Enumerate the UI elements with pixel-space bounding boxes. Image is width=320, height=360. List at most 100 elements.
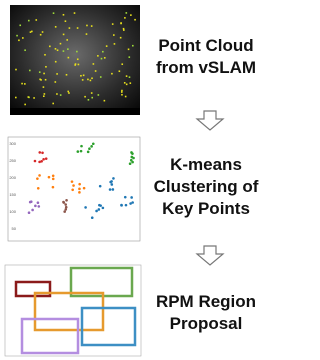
cluster-point [125,204,128,207]
key-point [19,25,21,27]
key-point [33,97,35,99]
key-point [53,12,55,14]
key-point [55,61,57,63]
key-point [100,76,102,78]
key-point [121,91,123,93]
key-point [90,80,92,82]
cluster-point [78,191,81,194]
cluster-point [92,142,95,145]
cluster-point [34,205,37,208]
key-point [56,73,58,75]
key-point [113,34,115,36]
key-point [91,77,93,79]
key-point [66,39,68,41]
key-point [55,48,57,50]
key-point [55,81,57,83]
key-point [29,70,31,72]
key-point [56,93,58,95]
key-point [63,34,65,36]
cluster-point [63,201,66,204]
key-point [121,94,123,96]
key-point [63,50,65,52]
key-point [40,34,42,36]
cluster-point [65,206,68,209]
cluster-point [130,196,133,199]
cluster-point [28,211,31,214]
key-point [67,48,69,50]
cluster-point [131,156,134,159]
key-point [126,12,128,14]
key-point [44,54,46,56]
step-labels: Point Cloudfrom vSLAMK-meansClustering o… [154,36,259,333]
key-point [84,96,86,98]
cluster-point [34,160,37,163]
cluster-point [41,151,44,154]
key-point [128,48,130,50]
cluster-point [30,200,33,203]
key-point [57,49,59,51]
key-point [102,51,104,53]
key-point [74,12,76,14]
key-point [49,46,51,48]
cluster-point [36,177,39,180]
key-point [43,95,45,97]
cluster-point [109,188,112,191]
key-point [60,43,62,45]
cluster-point [71,180,74,183]
key-point [68,92,70,94]
key-point [30,31,32,33]
cluster-point [90,145,93,148]
cluster-point [87,151,90,154]
cluster-point [31,209,34,212]
key-point [24,49,26,51]
step-label: Key Points [162,199,250,218]
cluster-point [129,162,132,165]
cluster-point [112,188,115,191]
cluster-point [83,187,86,190]
key-point [74,64,76,66]
key-point [55,26,57,28]
key-point [28,20,30,22]
scatter-frame [8,137,140,241]
cluster-point [131,161,134,164]
cluster-point [63,210,66,213]
key-point [106,45,108,47]
key-point [82,79,84,81]
y-tick-label: 150 [9,192,16,197]
cluster-point [52,178,55,181]
key-point [24,83,26,85]
key-point [66,74,68,76]
key-point [45,79,47,81]
key-point [15,69,17,71]
cluster-point [120,204,123,207]
step-label: from vSLAM [156,58,256,77]
key-point [91,97,93,99]
key-point [24,104,26,106]
status-bar [10,108,140,115]
cluster-point [111,183,114,186]
y-tick-label: 50 [12,226,17,231]
cluster-point [80,145,83,148]
key-point [45,66,47,68]
cluster-point [42,158,45,161]
key-point [97,55,99,57]
key-point [124,82,126,84]
key-point [104,100,106,102]
key-point [43,86,45,88]
cluster-point [84,206,87,209]
key-point [22,37,24,39]
y-tick-label: 200 [9,175,16,180]
key-point [112,23,114,25]
key-point [88,99,90,101]
cluster-point [38,174,41,177]
cluster-point [72,184,75,187]
key-point [86,33,88,35]
key-point [91,92,93,94]
cluster-point [112,177,115,180]
key-point [121,90,123,92]
cluster-point [38,205,41,208]
key-point [39,71,41,73]
key-point [52,103,54,105]
